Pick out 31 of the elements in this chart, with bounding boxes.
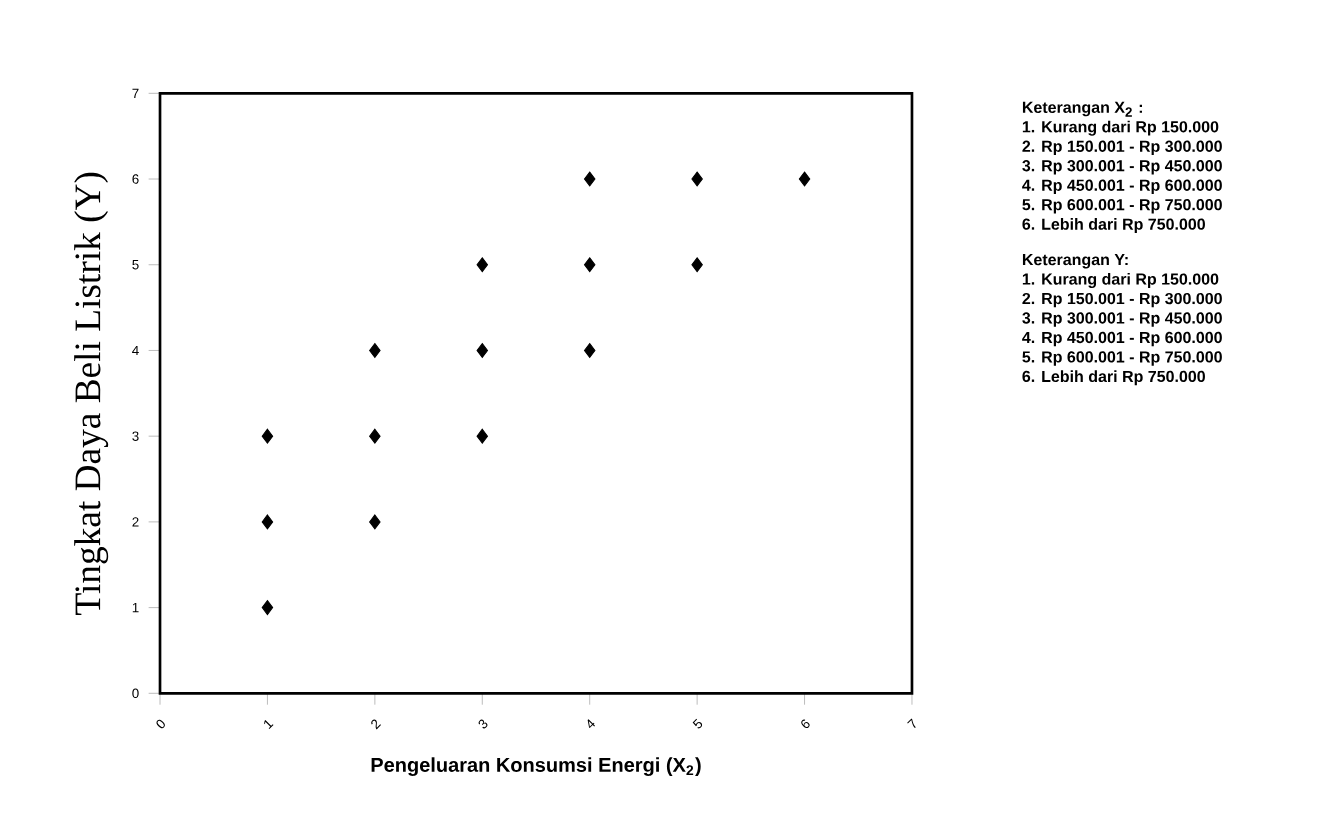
- text: 4. Rp 450.001 - Rp 600.000: [1022, 331, 1222, 347]
- point: [476, 428, 489, 444]
- point: [583, 342, 596, 358]
- point: [261, 514, 274, 530]
- point: [369, 428, 381, 444]
- x-axis-title: Pengeluaran Konsumsi Energi (X$_{2}$): [371, 757, 701, 776]
- text: 5. Rp 600.001 - Rp 750.000: [1022, 199, 1222, 214]
- text: 5. Rp 600.001 - Rp 750.000: [1022, 351, 1222, 366]
- point: [261, 600, 274, 616]
- point: [369, 342, 381, 358]
- point: [691, 171, 703, 187]
- point: [691, 257, 703, 273]
- text: 1. Kurang dari Rp 150.000: [1022, 120, 1219, 136]
- point: [476, 257, 489, 273]
- y-axis-title: Tingkat Daya Beli Listrik (Y): [74, 172, 109, 615]
- point: [583, 171, 596, 187]
- point: [369, 514, 381, 530]
- text: 6. Lebih dari Rp 750.000: [1022, 370, 1205, 386]
- point: [476, 342, 489, 358]
- text: 1. Kurang dari Rp 150.000: [1022, 272, 1219, 288]
- text: 2. Rp 150.001 - Rp 300.000: [1022, 292, 1222, 308]
- text: Keterangan Y:: [1022, 254, 1128, 269]
- text: 6. Lebih dari Rp 750.000: [1022, 218, 1205, 233]
- point: [798, 171, 811, 187]
- text: 3. Rp 300.001 - Rp 450.000: [1022, 312, 1222, 327]
- text: 3. Rp 300.001 - Rp 450.000: [1022, 160, 1222, 175]
- point: [583, 257, 596, 273]
- text: 2. Rp 150.001 - Rp 300.000: [1022, 140, 1222, 156]
- point: [261, 428, 274, 444]
- text: 4. Rp 450.001 - Rp 600.000: [1022, 179, 1222, 195]
- text: Keterangan X$_{2}$ :: [1022, 101, 1142, 117]
